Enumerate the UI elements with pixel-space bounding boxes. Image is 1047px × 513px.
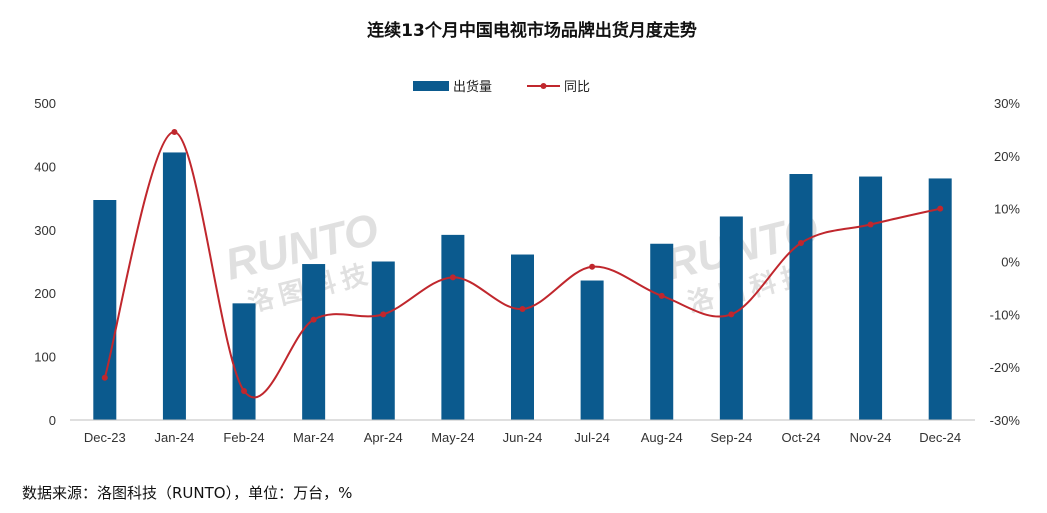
point-May-24 xyxy=(449,274,456,281)
legend: 出货量 同比 xyxy=(413,79,590,95)
point-Aug-24 xyxy=(658,292,665,299)
x-tick-label: May-24 xyxy=(431,430,474,445)
left-axis-ticks: 0 100 200 300 400 500 xyxy=(34,96,56,428)
point-Nov-24 xyxy=(867,221,874,228)
right-tick-label: 20% xyxy=(994,149,1020,164)
bar-Mar-24 xyxy=(302,264,326,420)
point-Dec-23 xyxy=(101,374,108,381)
left-tick-label: 400 xyxy=(34,159,56,174)
bar-Jan-24 xyxy=(162,152,186,420)
point-Jun-24 xyxy=(519,306,526,313)
bar-Nov-24 xyxy=(859,176,883,420)
legend-label-bar: 出货量 xyxy=(453,79,492,95)
x-tick-label: Mar-24 xyxy=(293,430,334,445)
x-tick-label: Nov-24 xyxy=(850,430,892,445)
legend-swatch-bar xyxy=(413,81,449,91)
x-tick-label: Aug-24 xyxy=(641,430,683,445)
point-Oct-24 xyxy=(797,240,804,247)
x-axis-ticks: Dec-23 Jan-24 Feb-24 Mar-24 Apr-24 May-24 Jun-… xyxy=(84,430,961,445)
right-tick-label: 0% xyxy=(1001,255,1020,270)
x-tick-label: Apr-24 xyxy=(364,430,403,445)
left-tick-label: 200 xyxy=(34,286,56,301)
legend-label-line: 同比 xyxy=(564,80,590,95)
right-tick-label: 30% xyxy=(994,96,1020,111)
bar-Dec-23 xyxy=(93,200,117,420)
right-tick-label: -20% xyxy=(990,360,1021,375)
bars xyxy=(93,152,952,420)
bar-Sep-24 xyxy=(719,216,743,420)
bar-Jun-24 xyxy=(511,254,534,420)
x-tick-label: Jul-24 xyxy=(574,430,609,445)
point-Jul-24 xyxy=(589,263,596,270)
chart: 连续13个月中国电视市场品牌出货月度走势 出货量 同比 RUNTO洛图科技RUN… xyxy=(34,20,1021,445)
right-tick-label: -30% xyxy=(990,413,1021,428)
source-note: 数据来源：洛图科技（RUNTO），单位：万台，% xyxy=(22,484,353,502)
left-tick-label: 0 xyxy=(49,413,56,428)
right-tick-label: -10% xyxy=(990,307,1021,322)
x-tick-label: Oct-24 xyxy=(781,430,820,445)
left-tick-label: 300 xyxy=(34,223,56,238)
point-Sep-24 xyxy=(728,311,735,318)
right-axis-ticks: -30% -20% -10% 0% 10% 20% 30% xyxy=(990,96,1021,428)
bar-Aug-24 xyxy=(650,243,674,420)
x-tick-label: Dec-24 xyxy=(919,430,961,445)
bar-Oct-24 xyxy=(789,174,813,420)
x-tick-label: Dec-23 xyxy=(84,430,126,445)
x-tick-label: Jan-24 xyxy=(155,430,195,445)
left-tick-label: 500 xyxy=(34,96,56,111)
bar-Dec-24 xyxy=(928,178,952,420)
point-Mar-24 xyxy=(310,316,317,323)
bar-Feb-24 xyxy=(232,303,256,420)
line-points xyxy=(101,129,944,394)
bar-May-24 xyxy=(441,234,465,420)
bar-Jul-24 xyxy=(580,280,604,420)
chart-title: 连续13个月中国电视市场品牌出货月度走势 xyxy=(367,20,697,41)
point-Dec-24 xyxy=(937,205,944,212)
point-Apr-24 xyxy=(380,311,387,318)
bar-Apr-24 xyxy=(371,261,395,420)
x-tick-label: Sep-24 xyxy=(710,430,752,445)
x-tick-label: Feb-24 xyxy=(223,430,264,445)
left-tick-label: 100 xyxy=(34,350,56,365)
series-line-yoy xyxy=(103,131,941,399)
legend-marker-line xyxy=(540,83,547,89)
point-Feb-24 xyxy=(241,387,248,394)
point-Jan-24 xyxy=(171,129,178,136)
x-tick-label: Jun-24 xyxy=(503,430,543,445)
right-tick-label: 10% xyxy=(994,202,1020,217)
